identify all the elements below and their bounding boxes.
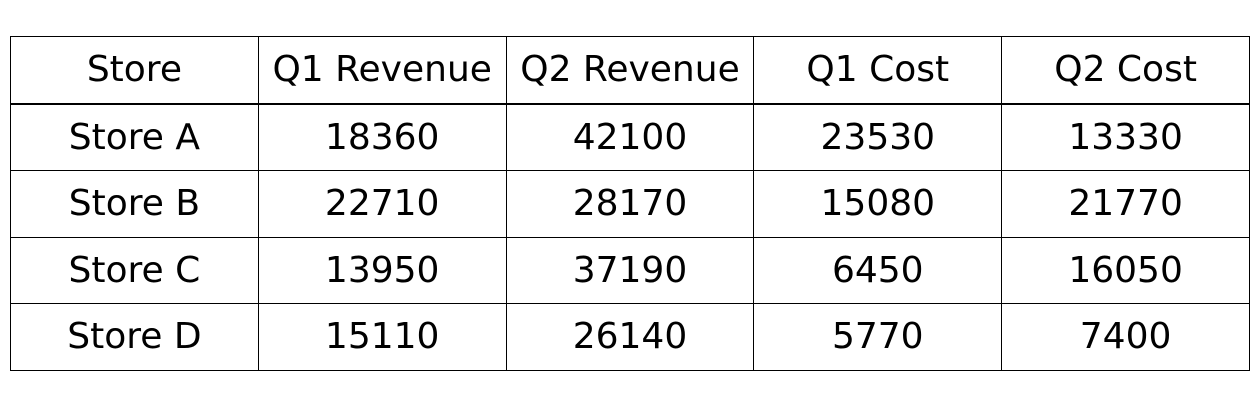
table-cell-q1-cost: 5770 — [753, 303, 1003, 371]
table-cell-q1-revenue: 22710 — [257, 170, 507, 238]
table-cell-store: Store B — [10, 170, 259, 238]
table-row: Store D 15110 26140 5770 7400 — [10, 303, 1250, 371]
table-cell-q2-cost: 21770 — [1001, 170, 1250, 238]
table-cell-q2-revenue: 26140 — [505, 303, 755, 371]
table-cell-q1-cost: 6450 — [753, 236, 1003, 304]
table-cell-q2-cost: 7400 — [1001, 303, 1250, 371]
column-header-q1-cost: Q1 Cost — [753, 36, 1003, 105]
table-cell-q2-cost: 16050 — [1001, 236, 1250, 304]
data-table: Store Q1 Revenue Q2 Revenue Q1 Cost Q2 C… — [10, 36, 1250, 371]
table-cell-store: Store D — [10, 303, 259, 371]
table-cell-q2-cost: 13330 — [1001, 103, 1250, 171]
table-row: Store B 22710 28170 15080 21770 — [10, 170, 1250, 238]
table-cell-q1-revenue: 15110 — [257, 303, 507, 371]
table-cell-q2-revenue: 37190 — [505, 236, 755, 304]
table-cell-q2-revenue: 28170 — [505, 170, 755, 238]
table-cell-store: Store C — [10, 236, 259, 304]
table-cell-q1-revenue: 18360 — [257, 103, 507, 171]
table-cell-q1-revenue: 13950 — [257, 236, 507, 304]
header-row: Store Q1 Revenue Q2 Revenue Q1 Cost Q2 C… — [10, 36, 1250, 105]
table-row: Store C 13950 37190 6450 16050 — [10, 236, 1250, 304]
column-header-store: Store — [10, 36, 259, 105]
table-cell-q1-cost: 15080 — [753, 170, 1003, 238]
table-cell-q2-revenue: 42100 — [505, 103, 755, 171]
table-cell-q1-cost: 23530 — [753, 103, 1003, 171]
column-header-q2-cost: Q2 Cost — [1001, 36, 1250, 105]
column-header-q2-revenue: Q2 Revenue — [505, 36, 755, 105]
column-header-q1-revenue: Q1 Revenue — [257, 36, 507, 105]
table-row: Store A 18360 42100 23530 13330 — [10, 103, 1250, 171]
table-cell-store: Store A — [10, 103, 259, 171]
